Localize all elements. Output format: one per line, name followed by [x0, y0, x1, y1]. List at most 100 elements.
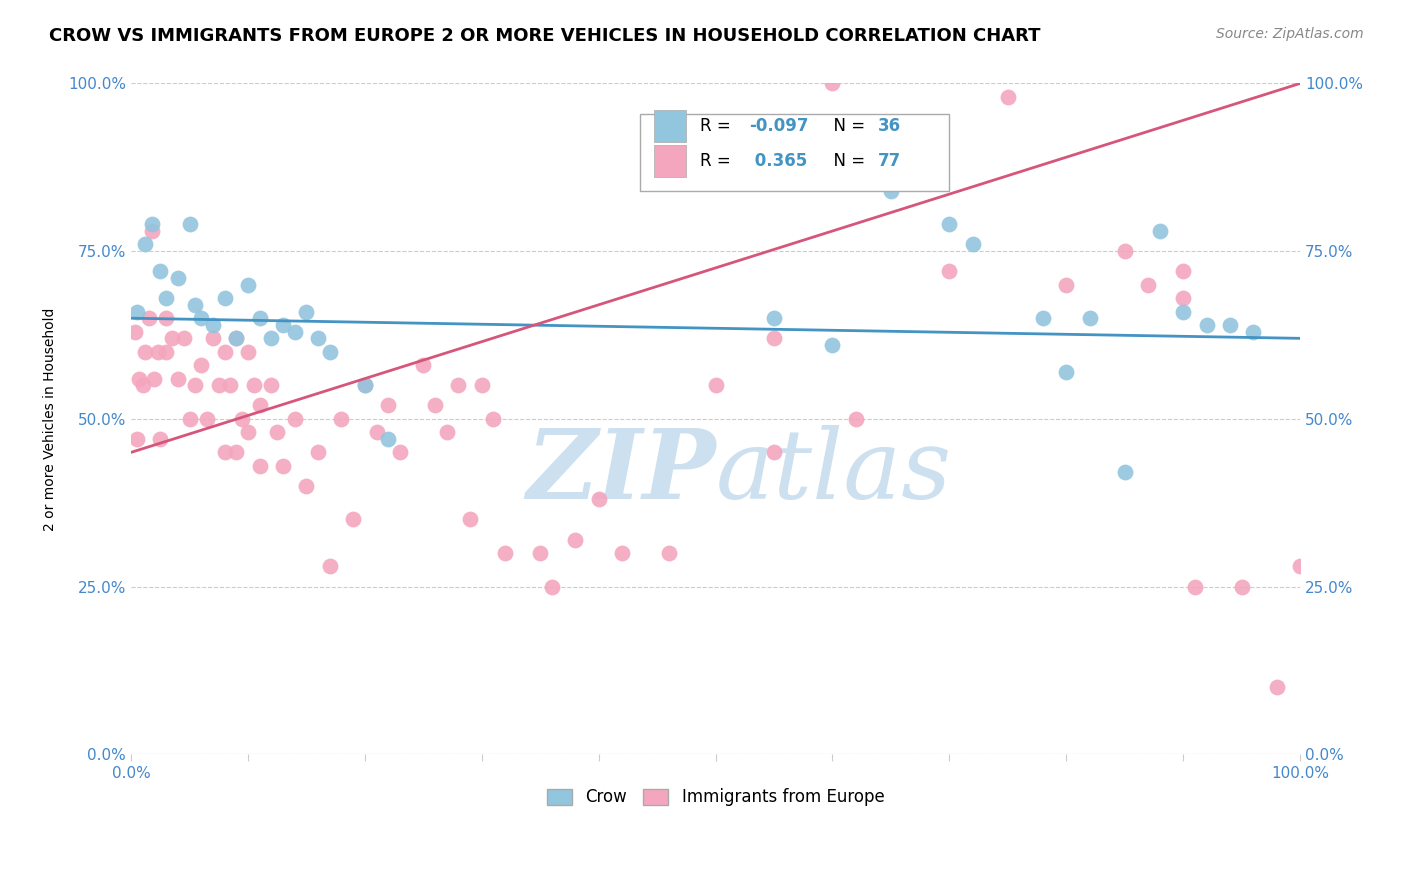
- Point: [1184, 580, 1206, 594]
- Point: [179, 412, 201, 426]
- Point: [214, 445, 236, 459]
- Point: [146, 344, 169, 359]
- Text: CROW VS IMMIGRANTS FROM EUROPE 2 OR MORE VEHICLES IN HOUSEHOLD CORRELATION CHART: CROW VS IMMIGRANTS FROM EUROPE 2 OR MORE…: [49, 27, 1040, 45]
- Point: [260, 331, 283, 345]
- Point: [190, 358, 212, 372]
- Point: [821, 77, 844, 91]
- Point: [179, 217, 201, 231]
- Point: [295, 479, 318, 493]
- Point: [243, 378, 266, 392]
- Point: [208, 378, 231, 392]
- Point: [482, 412, 505, 426]
- Point: [319, 344, 342, 359]
- Point: [149, 264, 172, 278]
- Point: [214, 291, 236, 305]
- Point: [821, 338, 844, 352]
- Point: [1054, 365, 1077, 379]
- Point: [166, 371, 188, 385]
- Y-axis label: 2 or more Vehicles in Household: 2 or more Vehicles in Household: [44, 307, 58, 531]
- Point: [471, 378, 494, 392]
- Point: [284, 325, 307, 339]
- Point: [166, 271, 188, 285]
- Point: [1137, 277, 1160, 292]
- Point: [160, 331, 183, 345]
- Point: [1219, 318, 1241, 332]
- Point: [231, 412, 253, 426]
- Point: [997, 90, 1019, 104]
- Point: [354, 378, 377, 392]
- Point: [342, 512, 364, 526]
- Point: [138, 311, 160, 326]
- Point: [184, 298, 207, 312]
- Point: [214, 344, 236, 359]
- Point: [249, 398, 271, 412]
- Point: [266, 425, 288, 440]
- Point: [797, 144, 820, 158]
- Point: [128, 371, 150, 385]
- Point: [366, 425, 388, 440]
- Point: [704, 378, 727, 392]
- Point: [494, 546, 516, 560]
- Point: [249, 311, 271, 326]
- Point: [541, 580, 564, 594]
- Point: [529, 546, 551, 560]
- Point: [225, 331, 247, 345]
- Point: [938, 264, 960, 278]
- Point: [134, 237, 156, 252]
- Point: [658, 546, 681, 560]
- Point: [307, 445, 329, 459]
- Point: [1289, 559, 1312, 574]
- Point: [880, 184, 903, 198]
- Point: [155, 311, 177, 326]
- Point: [962, 237, 984, 252]
- Point: [155, 291, 177, 305]
- Point: [236, 344, 259, 359]
- Point: [845, 412, 868, 426]
- Point: [284, 412, 307, 426]
- Point: [564, 533, 586, 547]
- Point: [319, 559, 342, 574]
- Point: [1195, 318, 1218, 332]
- Legend: Crow, Immigrants from Europe: Crow, Immigrants from Europe: [540, 781, 891, 813]
- Point: [1114, 466, 1136, 480]
- Point: [190, 311, 212, 326]
- Point: [1054, 277, 1077, 292]
- Point: [762, 445, 785, 459]
- Point: [225, 331, 247, 345]
- Text: atlas: atlas: [716, 425, 952, 519]
- Point: [149, 432, 172, 446]
- Text: ZIP: ZIP: [526, 425, 716, 519]
- Point: [354, 378, 377, 392]
- Point: [124, 325, 146, 339]
- Point: [173, 331, 195, 345]
- Text: N =: N =: [823, 117, 870, 135]
- Point: [1241, 325, 1264, 339]
- Point: [938, 217, 960, 231]
- Point: [271, 318, 294, 332]
- Point: [762, 331, 785, 345]
- Point: [260, 378, 283, 392]
- Point: [307, 331, 329, 345]
- Point: [225, 445, 247, 459]
- Point: [236, 425, 259, 440]
- Point: [436, 425, 458, 440]
- FancyBboxPatch shape: [654, 145, 686, 178]
- Point: [125, 304, 148, 318]
- Point: [458, 512, 481, 526]
- Point: [610, 546, 633, 560]
- Point: [195, 412, 218, 426]
- Text: R =: R =: [700, 117, 737, 135]
- Point: [1171, 304, 1194, 318]
- Point: [201, 318, 224, 332]
- Point: [1149, 224, 1171, 238]
- FancyBboxPatch shape: [640, 113, 949, 191]
- Point: [388, 445, 411, 459]
- Point: [201, 331, 224, 345]
- Text: R =: R =: [700, 153, 737, 170]
- Text: N =: N =: [823, 153, 870, 170]
- Text: Source: ZipAtlas.com: Source: ZipAtlas.com: [1216, 27, 1364, 41]
- Point: [155, 344, 177, 359]
- Point: [412, 358, 434, 372]
- Text: 0.365: 0.365: [749, 153, 807, 170]
- Point: [1114, 244, 1136, 259]
